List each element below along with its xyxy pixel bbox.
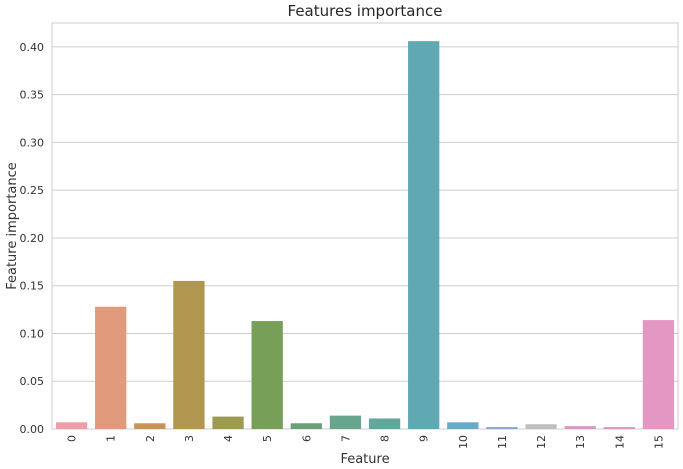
y-tick-label: 0.25 [20, 184, 45, 197]
y-tick-labels: 0.00 0.05 0.10 0.15 0.20 0.25 0.30 0.35 0.40 [20, 41, 45, 436]
y-tick-label: 0.35 [20, 89, 45, 102]
x-tick-label: 0 [66, 435, 79, 442]
y-tick-label: 0.40 [20, 41, 45, 54]
x-tick-label: 3 [183, 435, 196, 442]
x-tick-label: 10 [457, 435, 470, 449]
bar-feature-0 [55, 422, 88, 429]
bar-feature-13 [564, 426, 596, 429]
x-tick-label: 5 [261, 435, 274, 442]
y-tick-label: 0.20 [20, 232, 45, 245]
x-tick-label: 9 [418, 435, 431, 442]
y-tick-label: 0.10 [20, 327, 45, 340]
x-tick-label: 11 [496, 435, 509, 449]
x-tick-label: 14 [613, 435, 626, 449]
bar-feature-2 [134, 423, 166, 429]
bar-feature-9 [408, 41, 440, 430]
bars [55, 41, 675, 430]
y-tick-label: 0.15 [20, 280, 45, 293]
x-tick-label: 1 [105, 435, 118, 442]
x-tick-label: 12 [535, 435, 548, 449]
y-axis-title: Feature importance [5, 162, 20, 290]
x-tick-label: 8 [379, 435, 392, 442]
y-tick-label: 0.30 [20, 136, 45, 149]
bar-feature-1 [95, 306, 127, 429]
plot-area [51, 22, 679, 430]
x-tick-label: 6 [300, 435, 313, 442]
bar-feature-7 [329, 415, 362, 429]
bar-feature-8 [368, 418, 401, 429]
bar-feature-15 [642, 320, 675, 429]
bar-feature-10 [447, 422, 479, 429]
bar-feature-4 [212, 416, 244, 429]
x-tick-labels: 0 1 2 3 4 5 6 7 8 9 10 11 12 13 14 15 [66, 435, 666, 449]
bar-feature-3 [173, 280, 205, 429]
x-axis-title: Feature [340, 452, 389, 467]
bar-feature-6 [290, 423, 322, 429]
bar-feature-11 [486, 427, 518, 429]
chart-title: Features importance [288, 2, 443, 20]
gridlines [52, 46, 678, 430]
x-tick-label: 4 [222, 435, 235, 442]
x-tick-label: 13 [574, 435, 587, 449]
bar-feature-12 [525, 424, 557, 429]
y-tick-label: 0.00 [20, 423, 45, 436]
x-tick-label: 2 [144, 435, 157, 442]
bar-feature-5 [251, 321, 283, 429]
y-tick-label: 0.05 [20, 375, 45, 388]
x-tick-label: 7 [339, 435, 352, 442]
x-tick-label: 15 [652, 435, 665, 449]
bar-feature-14 [603, 427, 635, 429]
